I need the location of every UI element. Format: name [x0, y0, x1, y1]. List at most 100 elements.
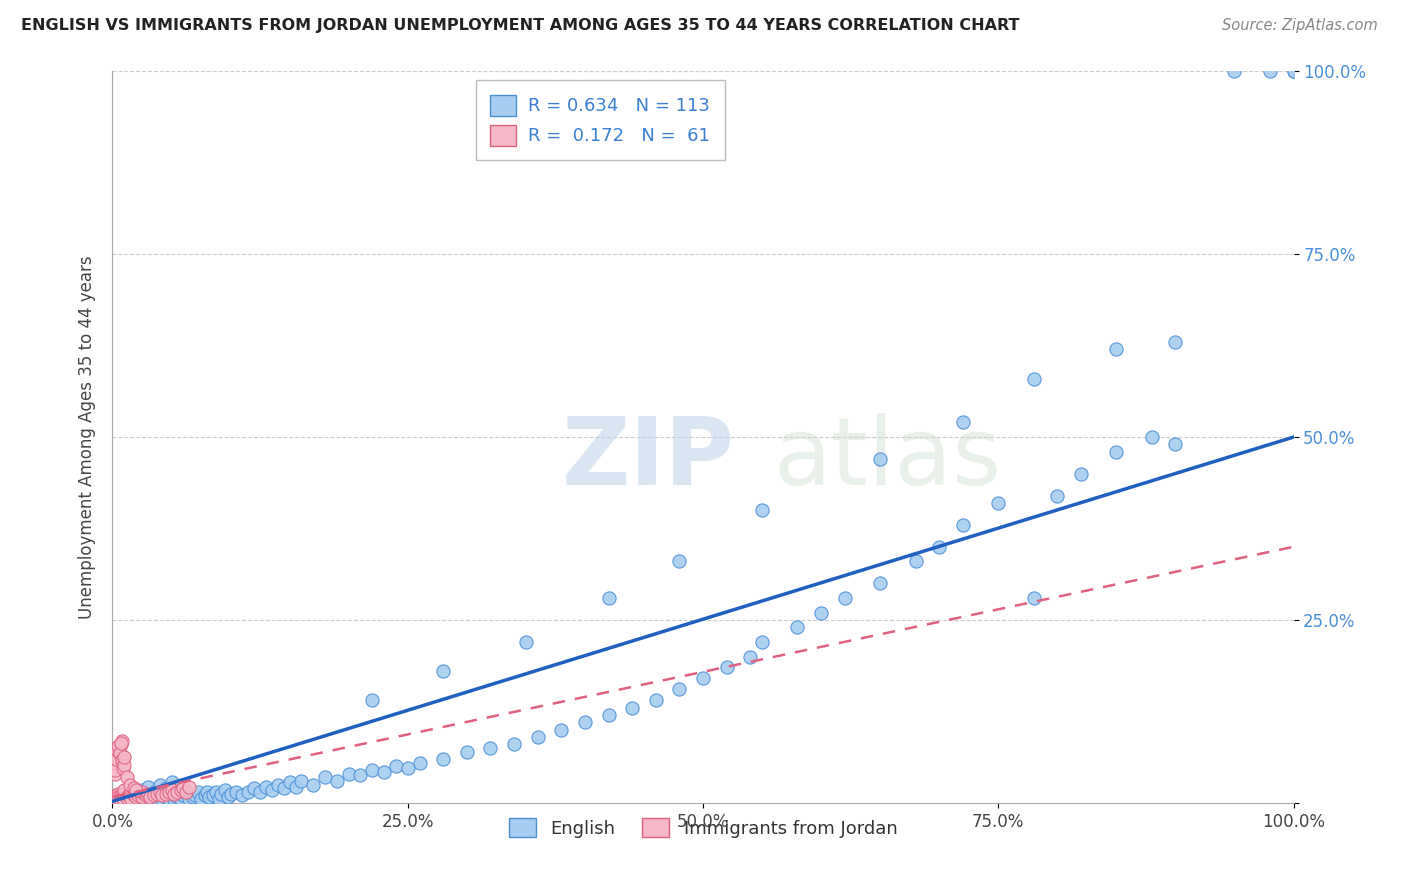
Point [115, 789, 138, 804]
Point [174, 785, 197, 799]
Point [396, 761, 419, 775]
Point [107, 787, 129, 801]
Point [157, 785, 180, 799]
Point [157, 792, 180, 806]
Point [1282, 64, 1305, 78]
Point [155, 789, 177, 804]
Point [163, 787, 186, 801]
Point [108, 748, 131, 763]
Point [110, 737, 132, 751]
Point [136, 787, 159, 801]
Point [326, 773, 349, 788]
Point [1105, 343, 1128, 357]
Point [479, 740, 502, 755]
Point [432, 664, 454, 678]
Point [214, 782, 236, 797]
Point [751, 635, 773, 649]
Point [928, 540, 950, 554]
Point [181, 789, 204, 804]
Point [120, 792, 142, 806]
Point [179, 792, 201, 806]
Point [163, 792, 186, 806]
Point [952, 416, 974, 430]
Point [209, 787, 232, 801]
Point [139, 789, 162, 804]
Point [190, 792, 212, 806]
Point [125, 789, 148, 804]
Point [131, 789, 153, 804]
Point [574, 715, 596, 730]
Point [166, 785, 188, 799]
Point [131, 782, 153, 797]
Point [1164, 334, 1187, 349]
Point [225, 785, 247, 799]
Point [249, 785, 271, 799]
Point [184, 789, 207, 803]
Point [952, 517, 974, 532]
Point [135, 789, 157, 803]
Point [155, 787, 177, 801]
Text: atlas: atlas [773, 413, 1002, 505]
Point [1022, 371, 1045, 385]
Point [290, 773, 312, 788]
Point [834, 591, 856, 605]
Point [170, 782, 193, 797]
Point [111, 753, 134, 767]
Point [740, 649, 762, 664]
Point [104, 763, 127, 777]
Point [1282, 64, 1305, 78]
Point [110, 736, 132, 750]
Point [987, 496, 1010, 510]
Point [869, 576, 891, 591]
Point [120, 787, 142, 801]
Point [668, 554, 690, 568]
Point [254, 780, 277, 794]
Point [104, 766, 127, 780]
Point [112, 787, 135, 801]
Point [260, 782, 283, 797]
Point [194, 789, 217, 803]
Point [108, 792, 131, 806]
Point [810, 606, 832, 620]
Point [131, 789, 153, 804]
Point [186, 785, 208, 799]
Point [117, 792, 139, 806]
Point [1223, 64, 1246, 78]
Point [112, 761, 135, 775]
Point [136, 780, 159, 794]
Point [278, 775, 301, 789]
Point [111, 789, 134, 803]
Point [125, 785, 148, 799]
Text: Source: ZipAtlas.com: Source: ZipAtlas.com [1222, 18, 1378, 33]
Point [198, 789, 221, 804]
Legend: English, Immigrants from Jordan: English, Immigrants from Jordan [502, 811, 904, 845]
Point [267, 778, 290, 792]
Point [149, 789, 172, 803]
Point [112, 757, 135, 772]
Point [105, 756, 128, 770]
Point [432, 752, 454, 766]
Point [515, 635, 537, 649]
Point [361, 763, 384, 777]
Point [122, 792, 145, 806]
Point [149, 778, 172, 792]
Point [155, 781, 177, 796]
Point [111, 733, 134, 747]
Point [668, 682, 690, 697]
Point [104, 789, 127, 804]
Point [179, 780, 201, 794]
Point [118, 789, 141, 803]
Point [150, 792, 173, 806]
Text: ZIP: ZIP [561, 413, 734, 505]
Point [170, 792, 193, 806]
Point [195, 785, 218, 799]
Point [105, 745, 128, 759]
Point [231, 789, 253, 803]
Point [136, 789, 159, 803]
Point [219, 787, 242, 801]
Point [337, 766, 360, 780]
Point [120, 792, 142, 806]
Point [243, 781, 266, 796]
Point [526, 730, 548, 744]
Y-axis label: Unemployment Among Ages 35 to 44 years: Unemployment Among Ages 35 to 44 years [77, 255, 96, 619]
